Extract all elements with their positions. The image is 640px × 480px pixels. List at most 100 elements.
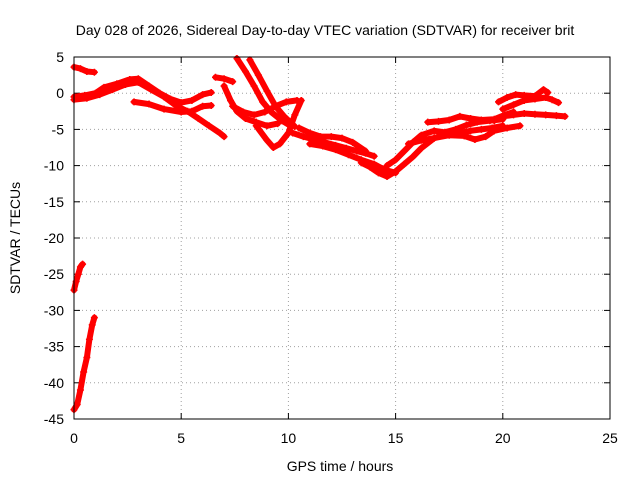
data-point <box>229 78 237 86</box>
data-point <box>147 86 155 94</box>
data-point <box>477 116 485 124</box>
x-tick-label: 25 <box>602 430 618 446</box>
data-point <box>400 160 408 168</box>
data-point <box>467 127 475 135</box>
data-point <box>520 109 528 117</box>
data-point <box>274 120 282 128</box>
data-point <box>548 96 556 104</box>
data-point <box>220 75 228 83</box>
x-tick-label: 15 <box>388 430 404 446</box>
data-point <box>242 67 250 75</box>
data-point <box>199 102 207 110</box>
data-point <box>445 116 453 124</box>
data-point <box>319 142 327 150</box>
data-point <box>74 270 82 278</box>
series-arc-6 <box>220 82 282 130</box>
data-point <box>499 105 507 113</box>
series-arc-4 <box>130 98 215 116</box>
data-point <box>332 146 340 154</box>
data-point <box>349 138 357 146</box>
data-point <box>542 111 550 119</box>
data-point <box>177 108 185 116</box>
chart-title: Day 028 of 2026, Sidereal Day-to-day VTE… <box>76 22 575 38</box>
data-point <box>289 129 297 137</box>
series-arc-22 <box>70 314 98 414</box>
data-point <box>188 96 196 104</box>
data-point <box>299 133 307 141</box>
data-point <box>471 136 479 144</box>
data-point <box>516 122 524 130</box>
y-tick-label: -20 <box>44 230 64 246</box>
data-point <box>80 368 88 376</box>
data-point <box>83 67 91 75</box>
series-arc-10 <box>252 96 305 151</box>
data-point <box>254 71 262 79</box>
data-series <box>70 54 569 414</box>
data-point <box>512 91 520 99</box>
data-point <box>409 153 417 161</box>
x-tick-label: 20 <box>495 430 511 446</box>
data-point <box>242 115 250 123</box>
y-tick-label: -10 <box>44 158 64 174</box>
data-point <box>374 169 382 177</box>
data-point <box>430 127 438 135</box>
y-tick-label: -30 <box>44 302 64 318</box>
data-point <box>239 108 247 116</box>
series-arc-16 <box>404 122 524 148</box>
y-tick-label: -40 <box>44 375 64 391</box>
data-point <box>205 122 213 130</box>
data-point <box>109 86 117 94</box>
data-point <box>261 108 269 116</box>
data-point <box>482 133 490 141</box>
data-point <box>250 82 258 90</box>
data-point <box>295 124 303 132</box>
data-point <box>263 136 271 144</box>
data-point <box>76 65 84 73</box>
data-point <box>445 131 453 139</box>
data-point <box>272 102 280 110</box>
data-point <box>229 102 237 110</box>
data-point <box>207 102 215 110</box>
data-point <box>194 115 202 123</box>
data-point <box>503 124 511 132</box>
series-arc-7 <box>233 54 295 130</box>
data-point <box>452 125 460 133</box>
data-point <box>207 88 215 96</box>
data-point <box>90 68 98 76</box>
y-tick-label: -45 <box>44 411 64 427</box>
series-arc-21 <box>70 260 87 294</box>
data-point <box>306 140 314 148</box>
data-point <box>83 94 91 102</box>
data-point <box>252 122 260 130</box>
series-arc-15 <box>383 115 507 170</box>
data-point <box>383 162 391 170</box>
data-point <box>88 321 96 329</box>
data-point <box>383 172 391 180</box>
series-trace <box>405 122 523 147</box>
data-point <box>73 401 81 409</box>
data-point <box>276 140 284 148</box>
series-arc-8 <box>246 56 299 131</box>
data-point <box>297 96 305 104</box>
data-point <box>79 260 87 268</box>
data-point <box>83 353 91 361</box>
data-point <box>555 99 563 107</box>
data-point <box>392 167 400 175</box>
series-arc-19 <box>495 86 552 106</box>
data-point <box>344 151 352 159</box>
series-arc-20 <box>499 94 563 113</box>
data-point <box>542 94 550 102</box>
data-point <box>540 86 548 94</box>
data-point <box>531 95 539 103</box>
data-point <box>220 82 228 90</box>
data-point <box>417 136 425 144</box>
data-point <box>477 125 485 133</box>
data-point <box>490 117 498 125</box>
data-point <box>306 129 314 137</box>
data-point <box>456 112 464 120</box>
series-trace <box>71 79 228 140</box>
data-point <box>327 133 335 141</box>
data-point <box>561 112 569 120</box>
data-point <box>90 314 98 322</box>
